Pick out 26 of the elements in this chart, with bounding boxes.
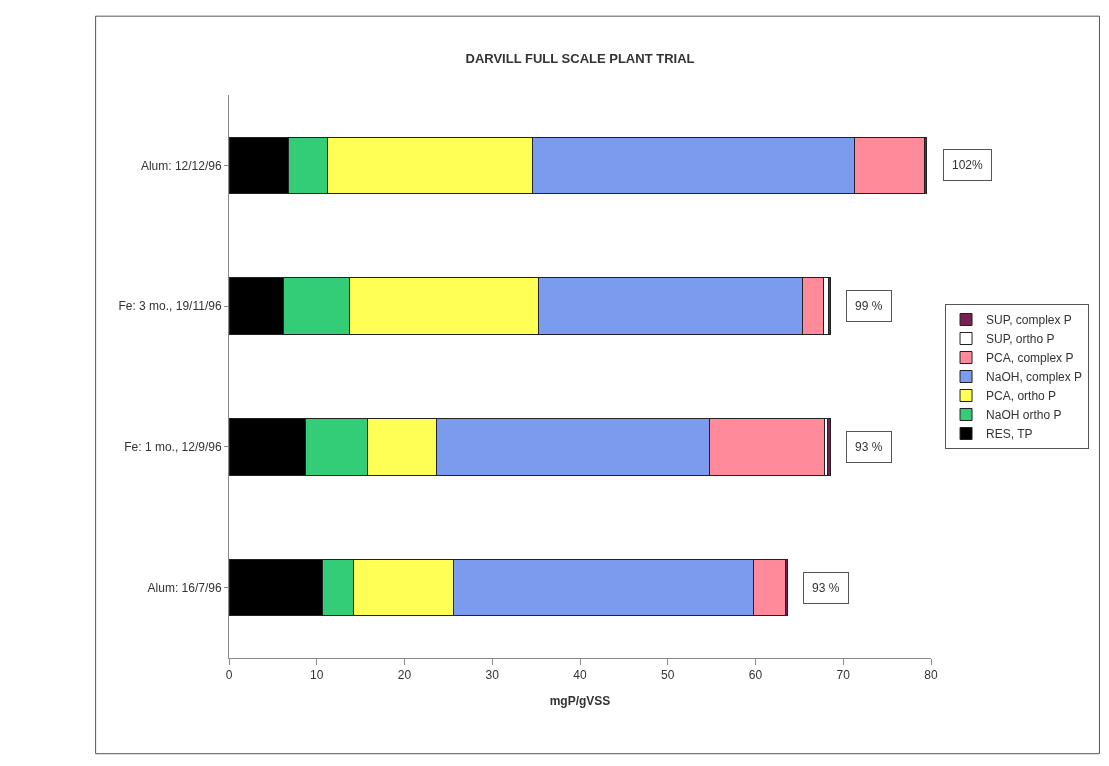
- x-tick-label: 80: [924, 668, 938, 683]
- legend-label: PCA, ortho P: [986, 389, 1057, 404]
- text: 102%: [952, 158, 984, 172]
- y-tick-label: Fe: 1 mo., 12/9/96: [124, 440, 222, 455]
- legend-label: NaOH, complex P: [986, 370, 1083, 385]
- x-tick-label: 0: [225, 668, 233, 683]
- x-tick-label: 70: [836, 668, 851, 683]
- legend-label: RES, TP: [986, 427, 1033, 442]
- legend-label: PCA, complex P: [986, 351, 1074, 366]
- x-tick-label: 60: [748, 668, 763, 683]
- x-tick-label: 10: [310, 668, 324, 683]
- x-tick-label: 20: [397, 668, 412, 683]
- x-axis-title: mgP/gVSS: [549, 694, 611, 709]
- y-tick-label: Fe: 3 mo., 19/11/96: [118, 299, 222, 314]
- y-tick-label: Alum: 12/12/96: [140, 158, 222, 173]
- x-tick-label: 30: [485, 668, 500, 683]
- annotation: 93 %: [855, 440, 883, 454]
- chart-title: DARVILL FULL SCALE PLANT TRIAL: [465, 50, 695, 66]
- x-tick-label: 50: [661, 668, 675, 683]
- legend-label: SUP, ortho P: [986, 332, 1055, 347]
- annotation: 93 %: [812, 581, 840, 595]
- legend-label: NaOH ortho P: [986, 408, 1062, 423]
- y-tick-label: Alum: 16/7/96: [147, 580, 222, 595]
- legend-label: SUP, complex P: [986, 313, 1072, 328]
- x-tick-label: 40: [573, 668, 587, 683]
- annotation: 99 %: [855, 299, 883, 313]
